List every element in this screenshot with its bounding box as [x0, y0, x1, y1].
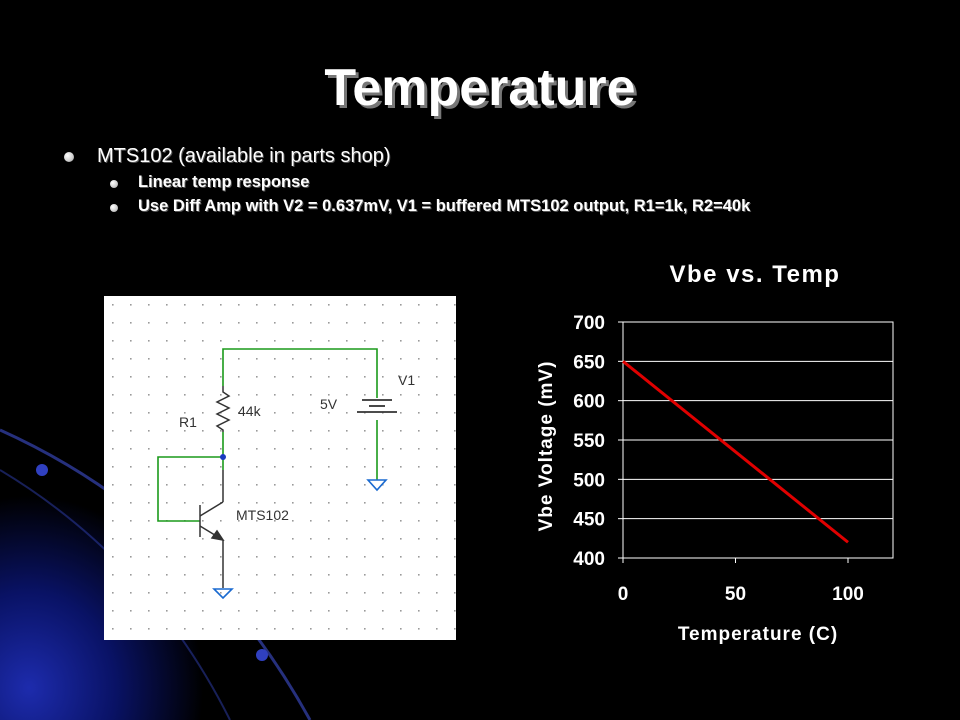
x-tick-label: 50 [725, 584, 746, 605]
ground [212, 479, 388, 600]
y-tick-label: 550 [573, 431, 605, 452]
y-tick-label: 400 [573, 549, 605, 570]
component-label: V1 [398, 372, 415, 388]
chart: Vbe vs. Temp Vbe Voltage (mV) Temperatur… [536, 261, 894, 645]
component-label: R1 [179, 414, 197, 430]
sub-bullet-text: Linear temp response [138, 173, 310, 191]
bullet [64, 152, 74, 162]
component-label: MTS102 [236, 507, 289, 523]
data-line [622, 360, 849, 544]
y-tick-label: 600 [573, 392, 605, 413]
wires [157, 348, 378, 522]
node [220, 454, 226, 460]
battery [357, 399, 397, 413]
component-label: 5V [320, 396, 338, 412]
component-label: 44k [238, 403, 262, 419]
resistor [215, 386, 231, 432]
transistor [199, 470, 225, 588]
x-tick-label: 0 [618, 584, 629, 605]
bullet [110, 180, 118, 188]
y-tick-label: 700 [573, 313, 605, 334]
y-tick-label: 500 [573, 470, 605, 491]
y-tick-label: 450 [573, 510, 605, 531]
x-tick-label: 100 [832, 584, 864, 605]
y-tick-label: 650 [573, 352, 605, 373]
chart-title: Vbe vs. Temp [670, 261, 841, 288]
slide-title: Temperature [324, 59, 636, 117]
circuit: R1 44k 5V V1 MTS102 [104, 296, 456, 640]
x-axis-label: Temperature (C) [678, 624, 838, 645]
y-axis-label: Vbe Voltage (mV) [536, 361, 557, 532]
bullet-text: MTS102 (available in parts shop) [97, 145, 391, 167]
sub-bullet-text: Use Diff Amp with V2 = 0.637mV, V1 = buf… [138, 197, 751, 215]
circuit-grid [104, 296, 456, 640]
bullet [110, 204, 118, 212]
